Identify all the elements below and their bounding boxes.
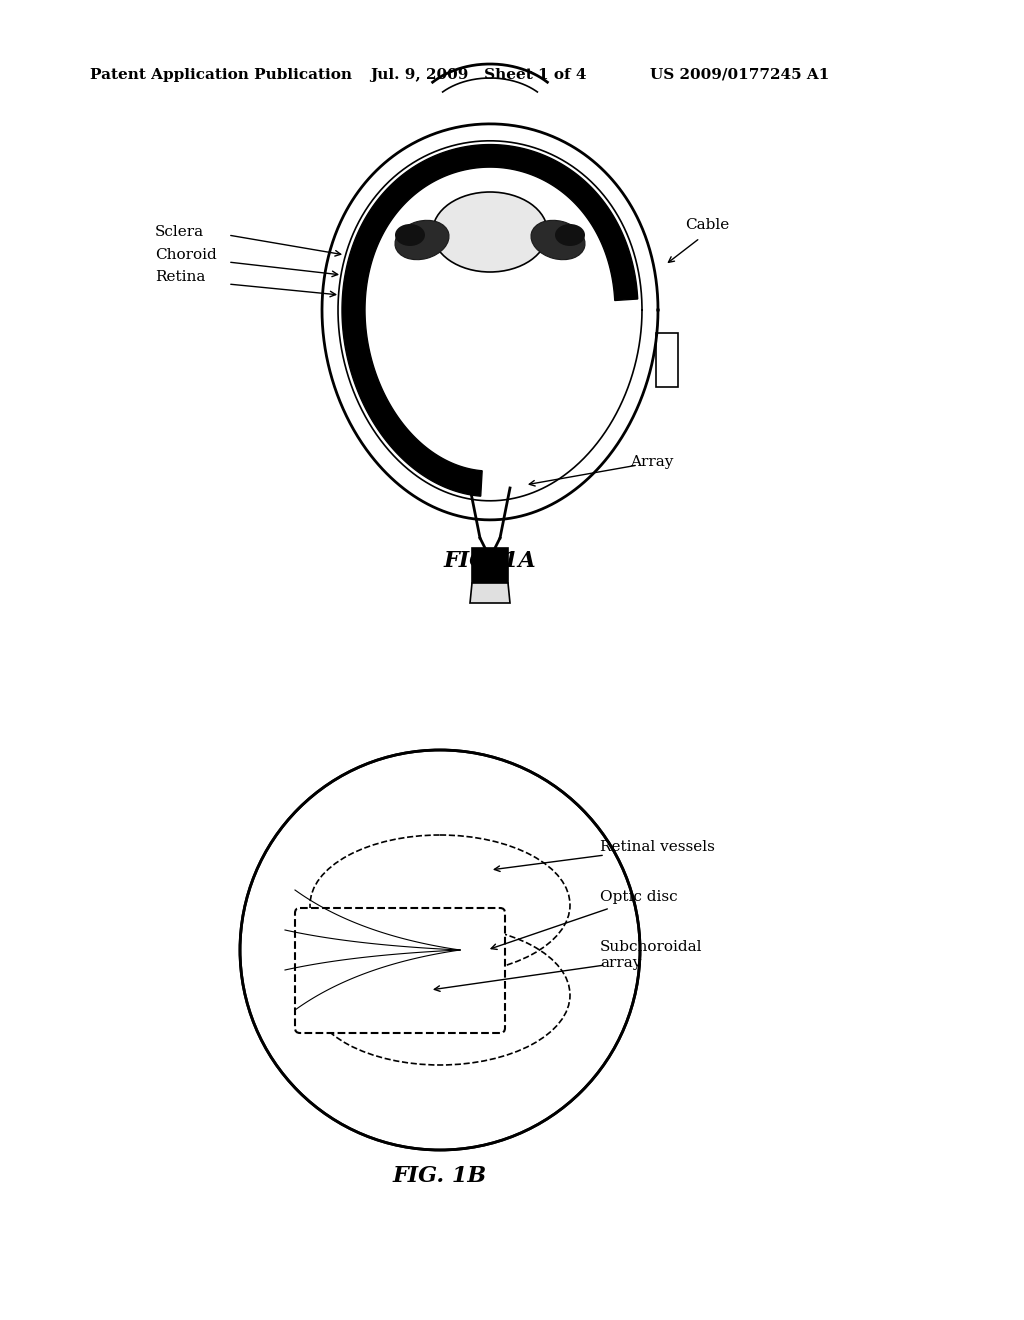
- Polygon shape: [472, 548, 508, 587]
- Text: Choroid: Choroid: [155, 248, 217, 261]
- Ellipse shape: [395, 220, 449, 260]
- Text: Cable: Cable: [685, 218, 729, 232]
- Text: Sclera: Sclera: [155, 224, 204, 239]
- Ellipse shape: [432, 191, 548, 272]
- Text: US 2009/0177245 A1: US 2009/0177245 A1: [650, 69, 829, 82]
- Ellipse shape: [555, 224, 585, 246]
- Polygon shape: [342, 145, 638, 496]
- Text: FIG. 1A: FIG. 1A: [443, 550, 537, 572]
- Text: Retina: Retina: [155, 271, 206, 284]
- Polygon shape: [656, 333, 678, 387]
- Circle shape: [455, 940, 475, 960]
- Circle shape: [240, 750, 640, 1150]
- Circle shape: [443, 928, 487, 972]
- Text: Optic disc: Optic disc: [600, 890, 678, 904]
- Ellipse shape: [531, 220, 585, 260]
- Text: Jul. 9, 2009   Sheet 1 of 4: Jul. 9, 2009 Sheet 1 of 4: [370, 69, 587, 82]
- Text: FIG. 1B: FIG. 1B: [393, 1166, 487, 1187]
- Ellipse shape: [395, 224, 425, 246]
- FancyBboxPatch shape: [295, 908, 505, 1034]
- Text: Subchoroidal
array: Subchoroidal array: [600, 940, 702, 970]
- Text: Patent Application Publication: Patent Application Publication: [90, 69, 352, 82]
- Polygon shape: [470, 583, 510, 603]
- Text: Retinal vessels: Retinal vessels: [600, 840, 715, 854]
- Text: Array: Array: [630, 455, 674, 469]
